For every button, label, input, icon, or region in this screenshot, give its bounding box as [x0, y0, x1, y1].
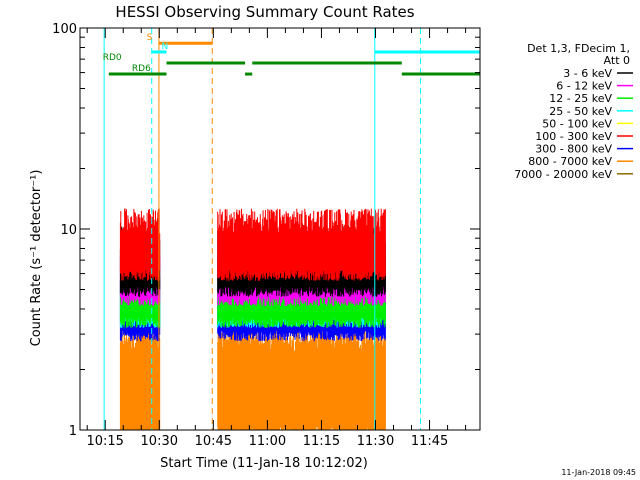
legend-header: Det 1,3, FDecim 1,: [527, 42, 630, 55]
legend-entry-label: 300 - 800 keV: [535, 143, 612, 156]
x-tick-label: 11:30: [357, 434, 394, 449]
series-band: [119, 208, 161, 281]
series-band: [217, 208, 386, 281]
axes: 1 10 100 10:15 10:30 10:45 11:00 11:15 11:30 11:4…: [52, 22, 481, 449]
y-tick-label: 10: [60, 223, 77, 238]
series-100-300-kev: [119, 208, 386, 281]
flag-label: N: [161, 42, 168, 52]
x-tick-label: 10:15: [86, 434, 123, 449]
footer-timestamp: 11-Jan-2018 09:45: [561, 468, 636, 477]
flag-label: RD0: [103, 53, 122, 63]
x-tick-label: 10:45: [195, 434, 232, 449]
x-axis-label: Start Time (11-Jan-18 10:12:02): [160, 456, 368, 471]
legend-entry-label: 6 - 12 keV: [556, 80, 612, 93]
x-tick-label: 11:00: [249, 434, 286, 449]
legend-entry-label: 25 - 50 keV: [549, 105, 612, 118]
legend-entry-label: 3 - 6 keV: [563, 67, 612, 80]
y-tick-label: 100: [52, 22, 77, 37]
y-axis-label: Count Rate (s⁻¹ detector⁻¹): [29, 170, 44, 347]
legend-entry-label: 800 - 7000 keV: [528, 155, 612, 168]
legend-entry-label: 100 - 300 keV: [535, 130, 612, 143]
legend-entry-label: 12 - 25 keV: [549, 92, 612, 105]
legend-entry-label: 7000 - 20000 keV: [514, 168, 612, 181]
chart-title: HESSI Observing Summary Count Rates: [115, 3, 414, 21]
flag-label: S: [147, 33, 153, 43]
legend-entry-label: 50 - 100 keV: [542, 117, 612, 130]
x-tick-label: 11:45: [411, 434, 448, 449]
legend-header: Att 0: [604, 54, 630, 67]
x-tick-label: 10:30: [141, 434, 178, 449]
plot-area: NS RD0 RD6: [103, 28, 480, 430]
y-tick-label: 1: [69, 424, 77, 439]
flag-label: RD6: [132, 64, 151, 74]
x-tick-label: 11:15: [303, 434, 340, 449]
series-band: [217, 324, 386, 430]
